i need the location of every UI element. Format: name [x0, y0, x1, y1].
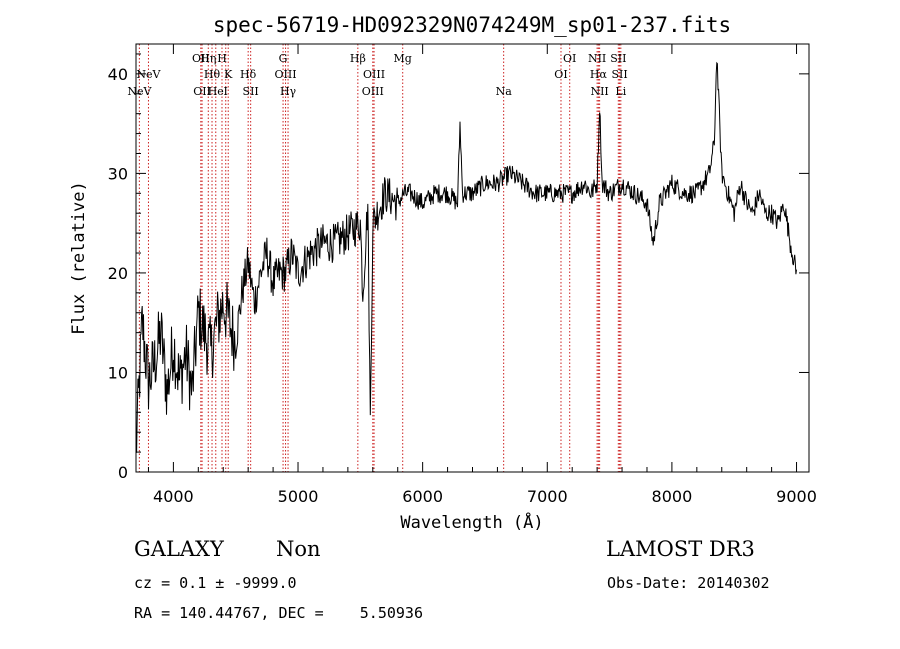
y-tick-label: 0 — [118, 463, 128, 482]
emission-line-label: H — [217, 52, 227, 65]
y-tick-label: 40 — [108, 65, 128, 84]
emission-line-label: SII — [243, 85, 259, 98]
emission-line-label: K — [224, 68, 233, 81]
emission-line-label: OII — [193, 85, 211, 98]
x-tick-label: 5000 — [278, 487, 319, 506]
spectrum-trace — [135, 61, 797, 453]
emission-line-label: Mg — [394, 52, 412, 65]
x-axis-ticks: 4000 5000 6000 7000 8000 9000 — [147, 44, 817, 506]
emission-line-label: SII — [611, 68, 627, 81]
x-tick-label: 4000 — [153, 487, 194, 506]
redshift-info: cz = 0.1 ± -9999.0 — [134, 574, 297, 592]
y-tick-label: 10 — [108, 363, 128, 382]
emission-line-label: OI — [563, 52, 576, 65]
y-axis-label: Flux (relative) — [69, 181, 89, 335]
emission-line-label: He — [208, 85, 224, 98]
emission-line-label: Hα — [590, 68, 608, 81]
survey-name: LAMOST DR3 — [606, 537, 755, 561]
x-tick-label: 6000 — [402, 487, 443, 506]
emission-line-label: Hγ — [280, 85, 297, 98]
emission-line-label: OII — [192, 52, 210, 65]
object-class: GALAXY — [134, 537, 224, 561]
y-axis-ticks: 0 10 20 30 40 — [108, 53, 809, 482]
y-tick-label: 30 — [108, 164, 128, 183]
emission-line-label: Li — [615, 85, 626, 98]
emission-line-label: G — [279, 52, 288, 65]
emission-line-label: Hη — [200, 52, 216, 65]
spectrum-trace-group — [135, 61, 797, 453]
emission-line-markers — [138, 44, 622, 472]
x-tick-label: 7000 — [527, 487, 568, 506]
emission-line-label: NII — [588, 52, 606, 65]
x-tick-label: 8000 — [652, 487, 693, 506]
emission-line-label: Hθ — [204, 68, 221, 81]
emission-line-label: OI — [554, 68, 567, 81]
emission-line-label: I — [224, 85, 228, 98]
emission-line-label: Na — [496, 85, 513, 98]
emission-line-label: NeV — [127, 85, 152, 98]
emission-line-label: NeV — [136, 68, 161, 81]
emission-line-label: OIII — [363, 68, 385, 81]
emission-line-label: Hβ — [350, 52, 366, 65]
y-tick-label: 20 — [108, 264, 128, 283]
chart-title: spec-56719-HD092329N074249M_sp01-237.fit… — [213, 13, 731, 37]
object-subclass: Non — [276, 537, 321, 561]
x-tick-label: 9000 — [776, 487, 817, 506]
observation-date: Obs-Date: 20140302 — [607, 574, 770, 592]
emission-line-label: Hδ — [240, 68, 257, 81]
emission-line-label: OIII — [275, 68, 297, 81]
emission-line-label: OIII — [362, 85, 384, 98]
emission-line-label: SII — [610, 52, 626, 65]
plot-frame — [135, 43, 810, 473]
coordinates: RA = 140.44767, DEC = 5.50936 — [134, 604, 423, 622]
x-axis-label: Wavelength (Å) — [400, 511, 543, 533]
emission-line-label: NII — [590, 85, 608, 98]
